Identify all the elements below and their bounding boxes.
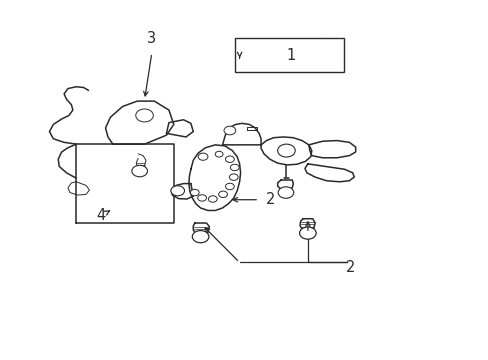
Polygon shape [308,140,355,158]
Circle shape [215,151,223,157]
Circle shape [208,196,217,202]
Bar [234,39,344,72]
Text: 2: 2 [265,192,274,207]
Polygon shape [193,223,209,234]
Polygon shape [305,164,353,182]
Text: 3: 3 [147,31,156,46]
Circle shape [278,187,293,198]
Polygon shape [166,120,193,137]
Text: 1: 1 [285,48,295,63]
Polygon shape [222,123,261,145]
Circle shape [170,186,184,196]
Polygon shape [171,184,193,199]
Circle shape [299,227,316,239]
Circle shape [230,164,239,171]
Polygon shape [68,182,89,195]
Circle shape [218,191,227,198]
Circle shape [277,144,295,157]
Circle shape [225,156,234,162]
Circle shape [225,183,234,190]
Circle shape [197,195,206,201]
Circle shape [132,165,147,177]
Polygon shape [188,145,240,211]
Text: 2: 2 [346,260,355,275]
Circle shape [190,189,199,196]
Polygon shape [300,219,315,231]
Circle shape [192,230,208,243]
Circle shape [229,174,238,180]
Text: 4: 4 [96,208,105,223]
Polygon shape [261,137,311,165]
Circle shape [198,153,207,160]
Polygon shape [246,127,256,130]
Circle shape [224,126,235,135]
Polygon shape [277,180,293,190]
Polygon shape [76,144,173,223]
Polygon shape [105,101,173,144]
Circle shape [136,109,153,122]
